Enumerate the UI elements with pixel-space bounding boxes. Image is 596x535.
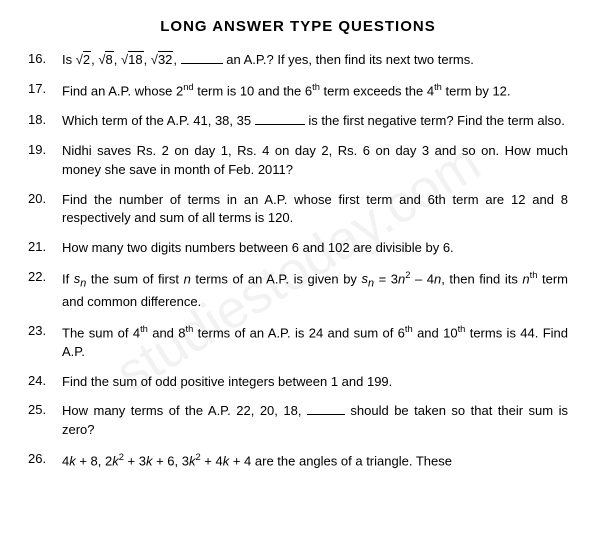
question-row: 16.Is √2, √8, √18, √32, an A.P.? If yes,…	[28, 51, 568, 70]
question-text: If sn the sum of first n terms of an A.P…	[62, 269, 568, 311]
question-row: 26.4k + 8, 2k2 + 3k + 6, 3k2 + 4k + 4 ar…	[28, 451, 568, 471]
question-text: How many two digits numbers between 6 an…	[62, 239, 568, 258]
question-row: 17.Find an A.P. whose 2nd term is 10 and…	[28, 81, 568, 101]
question-number: 20.	[28, 191, 62, 206]
question-number: 22.	[28, 269, 62, 284]
question-number: 19.	[28, 142, 62, 157]
question-number: 26.	[28, 451, 62, 466]
question-number: 17.	[28, 81, 62, 96]
question-row: 22.If sn the sum of first n terms of an …	[28, 269, 568, 311]
question-row: 21.How many two digits numbers between 6…	[28, 239, 568, 258]
question-number: 25.	[28, 402, 62, 417]
question-text: The sum of 4th and 8th terms of an A.P. …	[62, 323, 568, 362]
question-row: 18.Which term of the A.P. 41, 38, 35 is …	[28, 112, 568, 131]
question-text: Find an A.P. whose 2nd term is 10 and th…	[62, 81, 568, 101]
question-row: 24.Find the sum of odd positive integers…	[28, 373, 568, 392]
question-number: 24.	[28, 373, 62, 388]
question-text: 4k + 8, 2k2 + 3k + 6, 3k2 + 4k + 4 are t…	[62, 451, 568, 471]
question-number: 18.	[28, 112, 62, 127]
question-text: Is √2, √8, √18, √32, an A.P.? If yes, th…	[62, 51, 568, 70]
question-number: 16.	[28, 51, 62, 66]
question-text: Find the sum of odd positive integers be…	[62, 373, 568, 392]
question-text: How many terms of the A.P. 22, 20, 18, s…	[62, 402, 568, 440]
question-number: 21.	[28, 239, 62, 254]
question-number: 23.	[28, 323, 62, 338]
question-row: 25.How many terms of the A.P. 22, 20, 18…	[28, 402, 568, 440]
question-text: Nidhi saves Rs. 2 on day 1, Rs. 4 on day…	[62, 142, 568, 180]
question-list: 16.Is √2, √8, √18, √32, an A.P.? If yes,…	[28, 51, 568, 471]
question-row: 23.The sum of 4th and 8th terms of an A.…	[28, 323, 568, 362]
question-row: 20.Find the number of terms in an A.P. w…	[28, 191, 568, 229]
section-title: LONG ANSWER TYPE QUESTIONS	[28, 18, 568, 35]
question-text: Find the number of terms in an A.P. whos…	[62, 191, 568, 229]
question-text: Which term of the A.P. 41, 38, 35 is the…	[62, 112, 568, 131]
question-row: 19.Nidhi saves Rs. 2 on day 1, Rs. 4 on …	[28, 142, 568, 180]
